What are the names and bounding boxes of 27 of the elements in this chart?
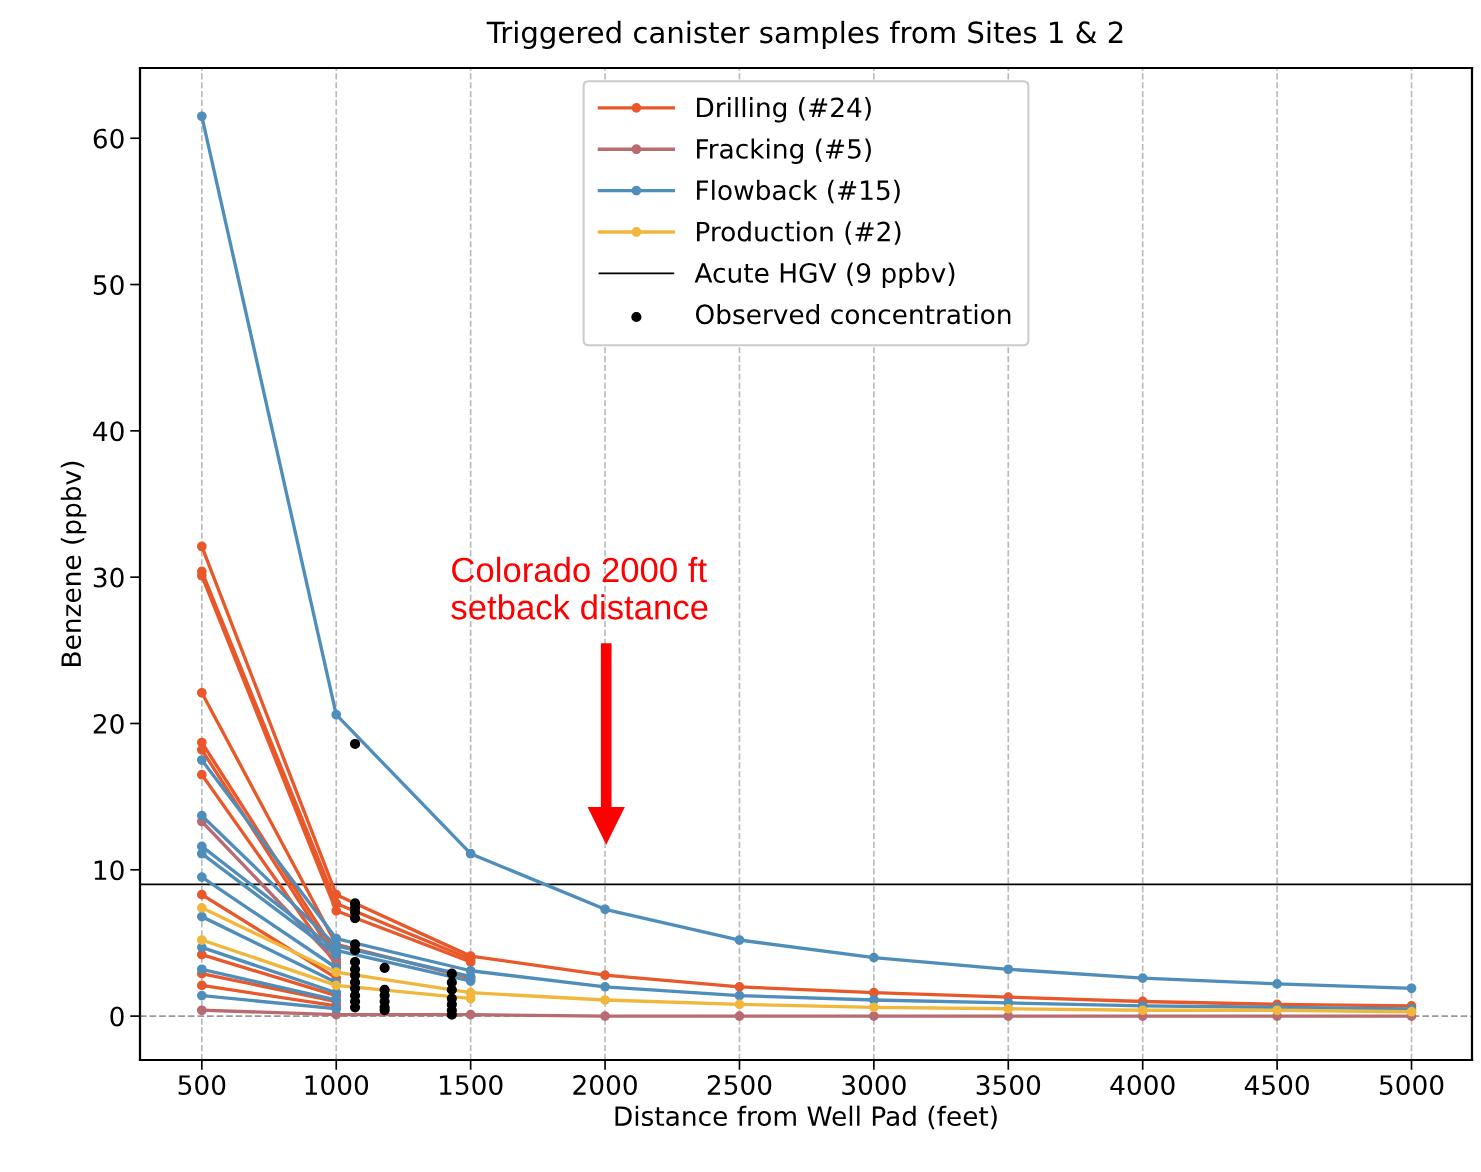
legend-label: Acute HGV (9 ppbv) [694, 262, 955, 289]
x-tick-label: 3000 [842, 1075, 906, 1096]
y-tick-label: 30 [93, 567, 124, 588]
y-axis-title: Benzene (ppbv) [60, 461, 87, 666]
y-tick-label: 20 [93, 713, 124, 734]
x-tick-label: 4000 [1110, 1075, 1175, 1096]
y-tick-label: 50 [93, 274, 124, 295]
x-tick-label: 2000 [573, 1075, 637, 1096]
x-tick-label: 4500 [1244, 1075, 1309, 1096]
x-tick-label: 2500 [707, 1075, 772, 1096]
x-tick-label: 1000 [305, 1075, 369, 1096]
y-tick-label: 60 [93, 128, 124, 149]
legend-label: Production (#2) [697, 221, 901, 245]
x-tick-label: 1500 [439, 1075, 503, 1096]
annotation: Colorado 2000 ft setback distance [451, 556, 708, 620]
x-tick-label: 3500 [976, 1075, 1041, 1096]
x-axis-title: Distance from Well Pad (feet) [615, 1105, 997, 1130]
y-tick-label: 0 [110, 1006, 124, 1027]
legend-label: Drilling (#24) [697, 97, 871, 123]
legend-label: Observed concentration [695, 303, 1011, 325]
y-tick-label: 40 [93, 421, 124, 442]
legend-label: Fracking (#5) [697, 138, 871, 164]
chart-title: Triggered canister samples from Sites 1 & 2 [486, 20, 1123, 50]
x-tick-label: 500 [178, 1075, 226, 1096]
x-tick-label: 5000 [1379, 1075, 1444, 1096]
y-tick-label: 10 [94, 860, 124, 881]
legend-label: Flowback (#15) [697, 179, 900, 204]
